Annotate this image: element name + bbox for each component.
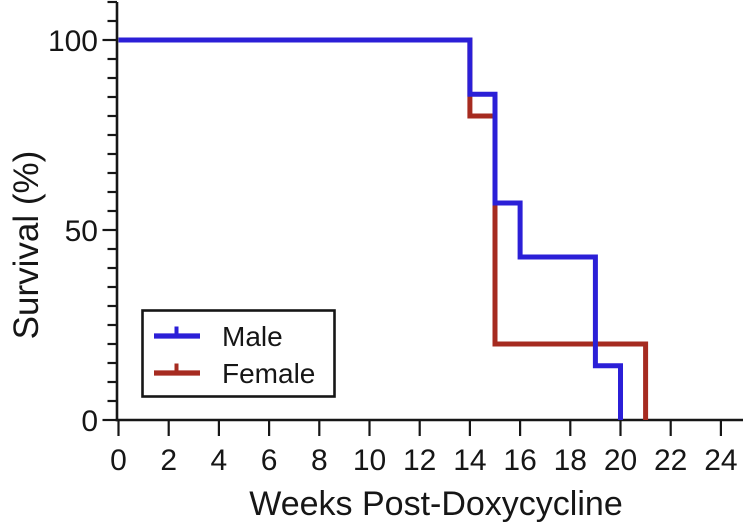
- legend-label-female: Female: [222, 358, 315, 389]
- x-tick-label: 6: [261, 444, 278, 477]
- x-tick-label: 4: [211, 444, 228, 477]
- x-tick-label: 2: [160, 444, 177, 477]
- x-tick-label: 18: [554, 444, 587, 477]
- legend: Male Female: [141, 309, 336, 398]
- x-tick-label: 22: [654, 444, 687, 477]
- x-tick-label: 14: [453, 444, 486, 477]
- x-tick-label: 20: [604, 444, 637, 477]
- x-tick-label: 12: [403, 444, 436, 477]
- survival-curve-male: [118, 37, 623, 420]
- x-tick-label: 16: [503, 444, 536, 477]
- x-tick-label: 0: [110, 444, 127, 477]
- legend-label-male: Male: [222, 321, 283, 352]
- y-axis-title: Survival (%): [7, 151, 46, 340]
- curves-layer: [118, 37, 649, 420]
- y-tick-label: 0: [81, 405, 98, 438]
- x-tick-label: 8: [311, 444, 328, 477]
- y-tick-label: 100: [48, 25, 98, 58]
- x-tick-label: 24: [704, 444, 737, 477]
- legend-box: [141, 309, 336, 398]
- x-axis-title: Weeks Post-Doxycycline: [249, 485, 623, 523]
- y-tick-label: 50: [65, 215, 98, 248]
- x-tick-label: 10: [353, 444, 386, 477]
